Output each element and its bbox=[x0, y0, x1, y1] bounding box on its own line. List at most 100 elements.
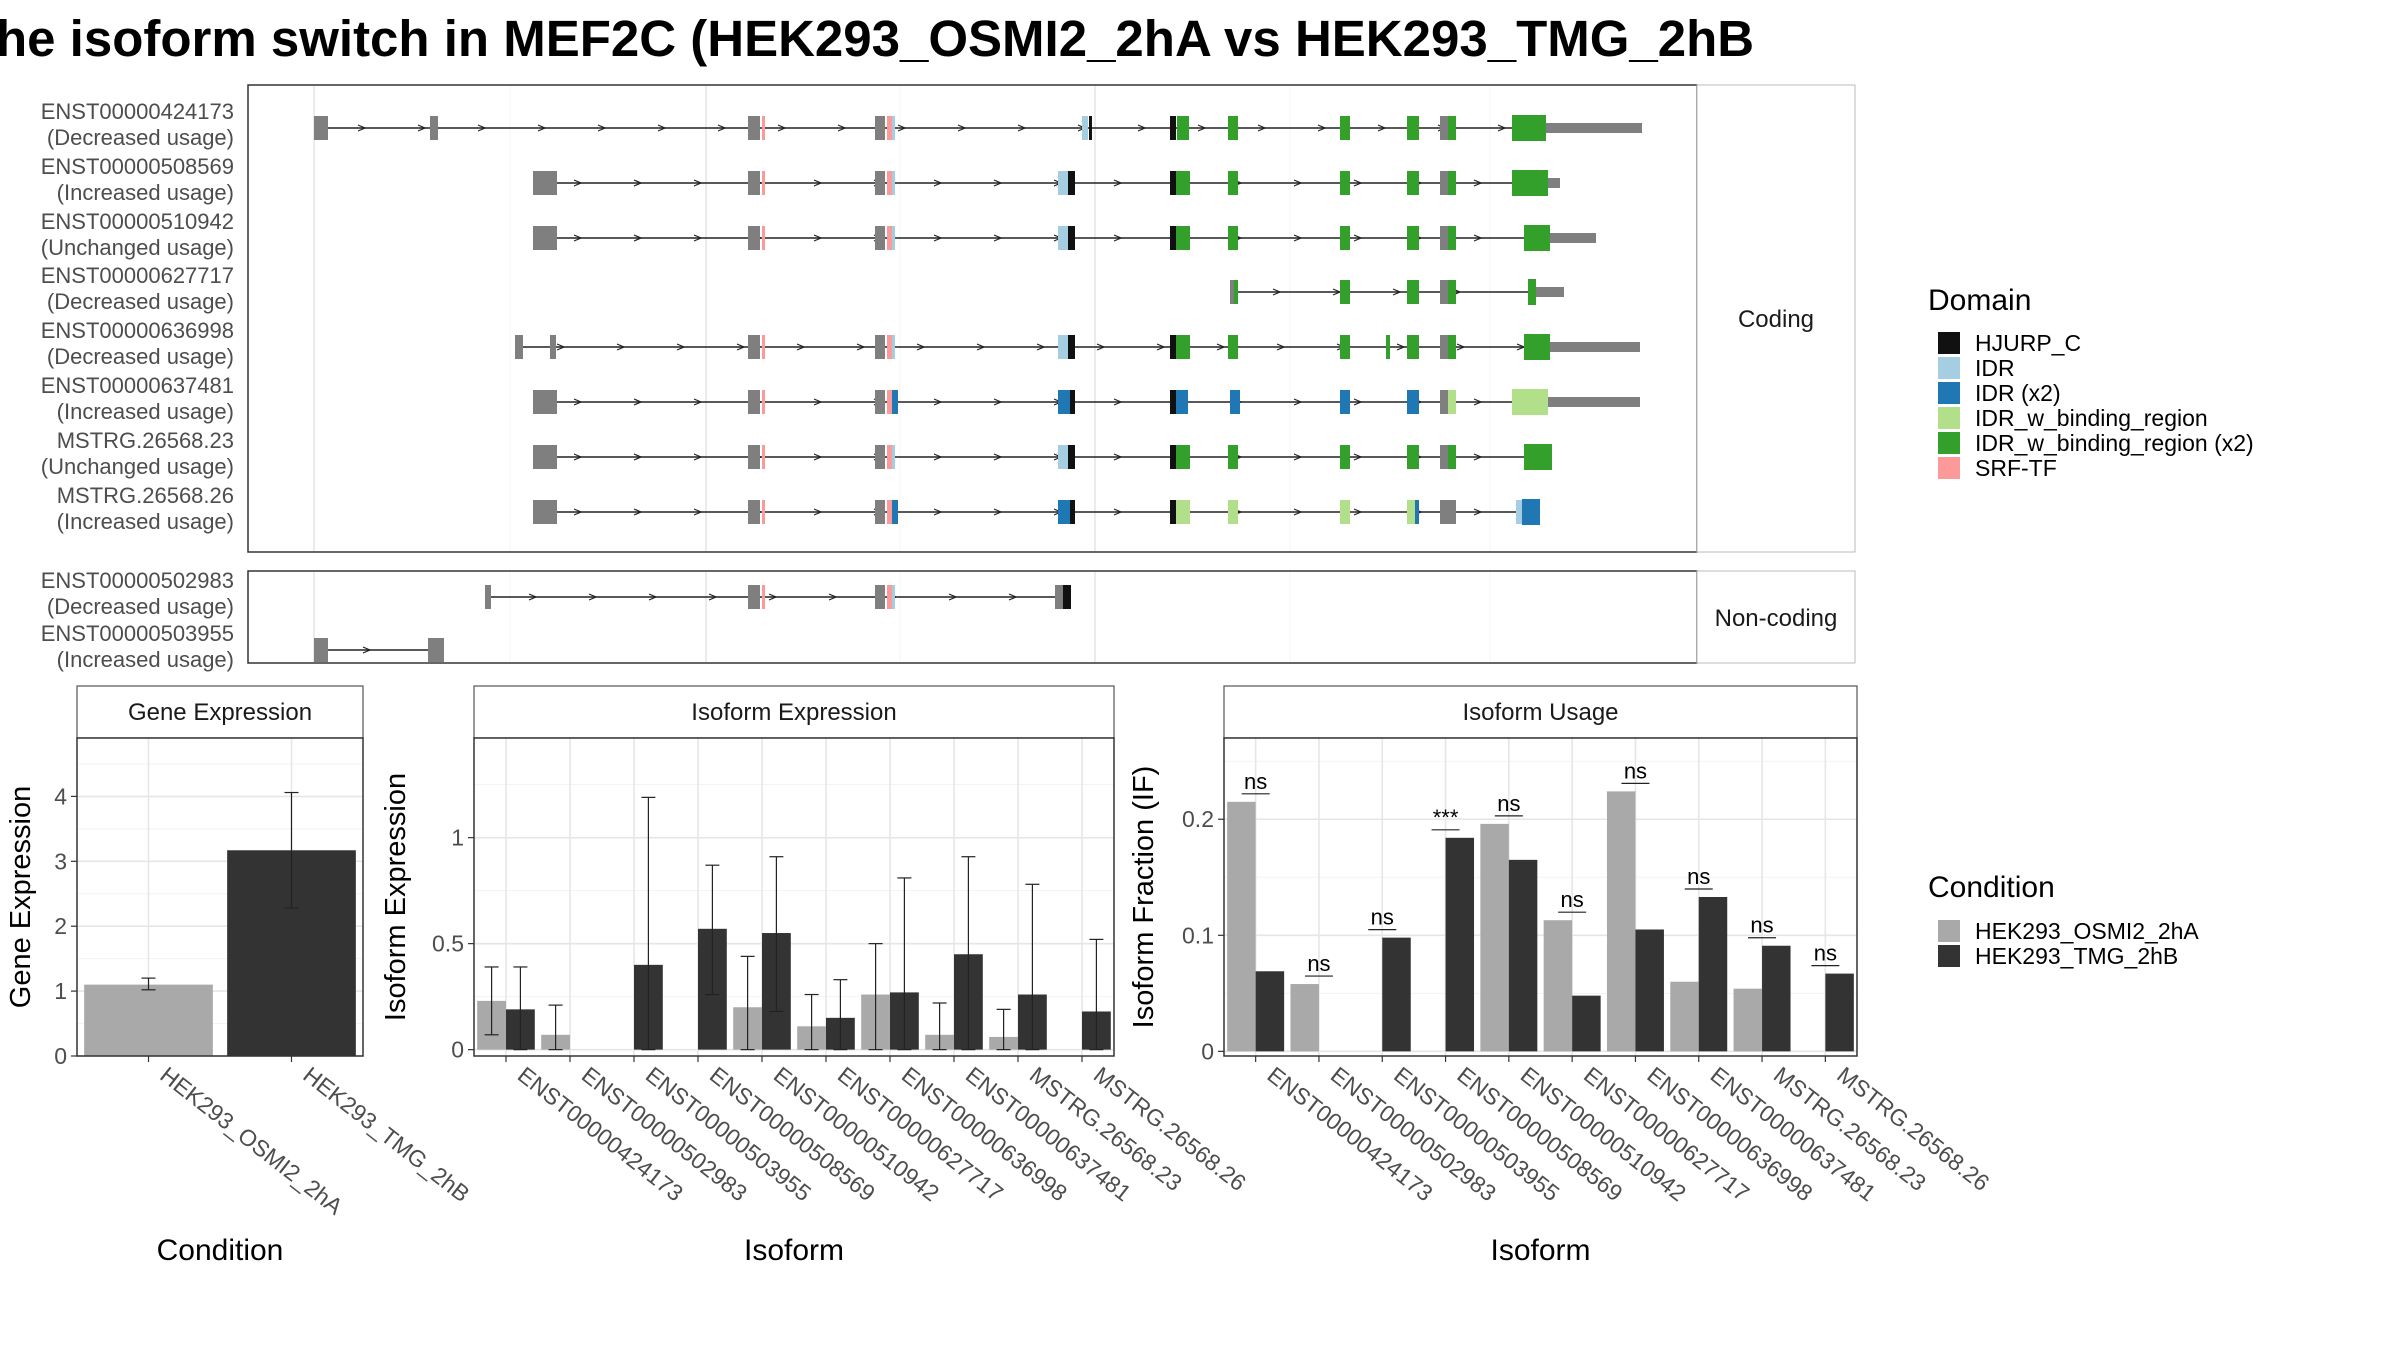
noncoding-track bbox=[485, 585, 1071, 609]
exon-block bbox=[1440, 116, 1448, 140]
domain-block bbox=[1082, 116, 1088, 140]
strand-arrow bbox=[897, 124, 907, 132]
domain-block bbox=[1340, 226, 1350, 250]
strand-arrow bbox=[1293, 234, 1303, 242]
strand-arrow bbox=[1197, 124, 1207, 132]
domain-block bbox=[1068, 445, 1075, 469]
strand-arrow bbox=[916, 343, 926, 351]
domain-block bbox=[892, 335, 895, 359]
bar bbox=[1698, 897, 1728, 1052]
isoform-id-label: MSTRG.26568.23 bbox=[57, 428, 234, 453]
domain-block bbox=[1176, 335, 1190, 359]
bar bbox=[1255, 971, 1285, 1052]
domain-block bbox=[1512, 115, 1546, 141]
significance-label: ns bbox=[1244, 769, 1267, 794]
legend-swatch bbox=[1938, 457, 1960, 479]
domain-block bbox=[1228, 116, 1238, 140]
y-axis-title: Gene Expression bbox=[5, 786, 37, 1008]
domain-block bbox=[892, 585, 895, 609]
isoform-structure-panel: Coding Non-coding ENST00000424173(Decrea… bbox=[41, 84, 1856, 672]
y-tick-label: 1 bbox=[451, 825, 464, 851]
exon-block bbox=[875, 335, 885, 359]
coding-track bbox=[533, 444, 1552, 470]
bar bbox=[1480, 823, 1509, 1052]
strand-arrow bbox=[1156, 343, 1166, 351]
error-bar bbox=[141, 977, 156, 991]
strand-arrow bbox=[477, 124, 487, 132]
strand-arrow bbox=[537, 124, 547, 132]
strand-arrow bbox=[633, 398, 643, 406]
panel-strip bbox=[1223, 685, 1858, 739]
domain-block bbox=[1512, 170, 1548, 196]
domain-block bbox=[892, 445, 895, 469]
domain-block bbox=[1070, 500, 1075, 524]
strand-arrow bbox=[856, 343, 866, 351]
strand-arrow bbox=[1113, 179, 1123, 187]
strand-arrow bbox=[357, 124, 367, 132]
bar bbox=[1382, 937, 1411, 1052]
domain-block bbox=[1170, 500, 1176, 524]
isoform-id-label: ENST00000636998 bbox=[41, 318, 234, 343]
strand-arrow bbox=[556, 343, 566, 351]
strand-arrow bbox=[693, 398, 703, 406]
domain-block bbox=[887, 390, 892, 414]
isoform-usage-label: (Increased usage) bbox=[57, 399, 234, 424]
domain-block bbox=[1177, 116, 1189, 140]
exon-block bbox=[1440, 390, 1448, 414]
domain-block bbox=[1170, 116, 1176, 140]
strand-arrow bbox=[1293, 453, 1303, 461]
exon-block bbox=[1055, 585, 1063, 609]
coding-panel-border bbox=[247, 84, 1698, 553]
domain-block bbox=[887, 116, 892, 140]
strand-arrow bbox=[993, 398, 1003, 406]
bar bbox=[1227, 801, 1256, 1052]
strand-arrow bbox=[1353, 453, 1363, 461]
exon-block bbox=[533, 171, 557, 195]
strand-arrow bbox=[1317, 124, 1327, 132]
domain-block bbox=[1524, 334, 1550, 360]
strand-arrow bbox=[1353, 398, 1363, 406]
coding-track bbox=[533, 389, 1640, 415]
y-axis-title: Isoform Expression bbox=[380, 773, 412, 1021]
domain-block bbox=[892, 171, 895, 195]
domain-block bbox=[1524, 444, 1552, 470]
exon-block bbox=[428, 638, 444, 662]
domain-block bbox=[1228, 171, 1238, 195]
exon-block bbox=[515, 335, 523, 359]
exon-block bbox=[748, 390, 760, 414]
coding-strip-label: Coding bbox=[1738, 306, 1814, 333]
domain-block bbox=[1170, 335, 1176, 359]
condition-legend-title: Condition bbox=[1928, 871, 2055, 904]
bar bbox=[1508, 859, 1538, 1052]
strand-arrow bbox=[573, 453, 583, 461]
exon-block bbox=[748, 335, 760, 359]
isoform-id-label: ENST00000627717 bbox=[41, 263, 234, 288]
domain-block bbox=[1340, 445, 1350, 469]
domain-block bbox=[1340, 280, 1350, 304]
bar bbox=[1572, 995, 1601, 1052]
legend-label: HEK293_OSMI2_2hA bbox=[1975, 918, 2199, 944]
strand-arrow bbox=[1113, 398, 1123, 406]
exon-block bbox=[1440, 226, 1448, 250]
panel-border bbox=[473, 737, 1115, 1057]
isoform-id-label: ENST00000502983 bbox=[41, 568, 234, 593]
y-tick-label: 0 bbox=[54, 1043, 67, 1069]
bar bbox=[1825, 973, 1854, 1052]
domain-block bbox=[1407, 280, 1419, 304]
domain-block bbox=[1228, 335, 1238, 359]
domain-block bbox=[1512, 389, 1548, 415]
exon-block bbox=[1550, 342, 1640, 352]
exon-block bbox=[314, 638, 328, 662]
domain-block bbox=[1170, 390, 1176, 414]
strand-arrow bbox=[1473, 453, 1483, 461]
y-tick-label: 0 bbox=[1201, 1038, 1214, 1064]
significance-label: ns bbox=[1624, 758, 1647, 783]
strand-arrow bbox=[993, 508, 1003, 516]
exon-block bbox=[748, 585, 760, 609]
domain-block bbox=[892, 116, 895, 140]
error-bar bbox=[804, 993, 819, 1051]
panel-border bbox=[1223, 737, 1858, 1057]
domain-block bbox=[1058, 445, 1068, 469]
significance-label: ns bbox=[1750, 913, 1773, 938]
